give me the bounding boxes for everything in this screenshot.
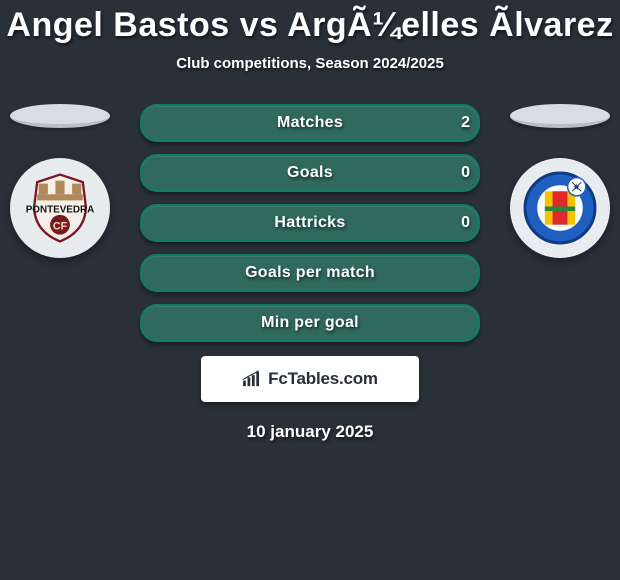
left-ellipse xyxy=(10,104,110,128)
stat-value-right: 2 xyxy=(430,106,470,140)
stat-row: Goals 0 xyxy=(140,154,480,192)
stat-value-right xyxy=(430,306,470,340)
comparison-card: Angel Bastos vs ArgÃ¼elles Ãlvarez Club … xyxy=(0,0,620,580)
stat-label: Hattricks xyxy=(142,206,478,240)
stat-row: Min per goal xyxy=(140,304,480,342)
stat-label: Goals per match xyxy=(142,256,478,290)
content-area: PONTEVEDRA CF xyxy=(0,104,620,334)
brand-box: FcTables.com xyxy=(201,356,419,402)
stat-row: Hattricks 0 xyxy=(140,204,480,242)
stat-label: Min per goal xyxy=(142,306,478,340)
svg-text:CF: CF xyxy=(53,220,68,232)
left-column: PONTEVEDRA CF xyxy=(0,104,120,258)
stat-value-right: 0 xyxy=(430,206,470,240)
stat-row: Goals per match xyxy=(140,254,480,292)
stat-value-right xyxy=(430,256,470,290)
pontevedra-crest-icon: PONTEVEDRA CF xyxy=(22,170,98,246)
left-team-logo: PONTEVEDRA CF xyxy=(10,158,110,258)
page-subtitle: Club competitions, Season 2024/2025 xyxy=(0,55,620,72)
date-text: 10 january 2025 xyxy=(0,422,620,442)
svg-text:PONTEVEDRA: PONTEVEDRA xyxy=(26,205,95,216)
stats-rows: Matches 2 Goals 0 Hattricks 0 Goals per … xyxy=(140,104,480,342)
brand-inner: FcTables.com xyxy=(242,369,378,389)
right-ellipse xyxy=(510,104,610,128)
right-team-logo xyxy=(510,158,610,258)
stat-value-right: 0 xyxy=(430,156,470,190)
stat-row: Matches 2 xyxy=(140,104,480,142)
stat-label: Goals xyxy=(142,156,478,190)
page-title: Angel Bastos vs ArgÃ¼elles Ãlvarez xyxy=(0,0,620,45)
bars-icon xyxy=(242,370,264,388)
getafe-crest-icon xyxy=(522,170,598,246)
right-column xyxy=(500,104,620,258)
brand-text: FcTables.com xyxy=(268,369,378,389)
stat-label: Matches xyxy=(142,106,478,140)
